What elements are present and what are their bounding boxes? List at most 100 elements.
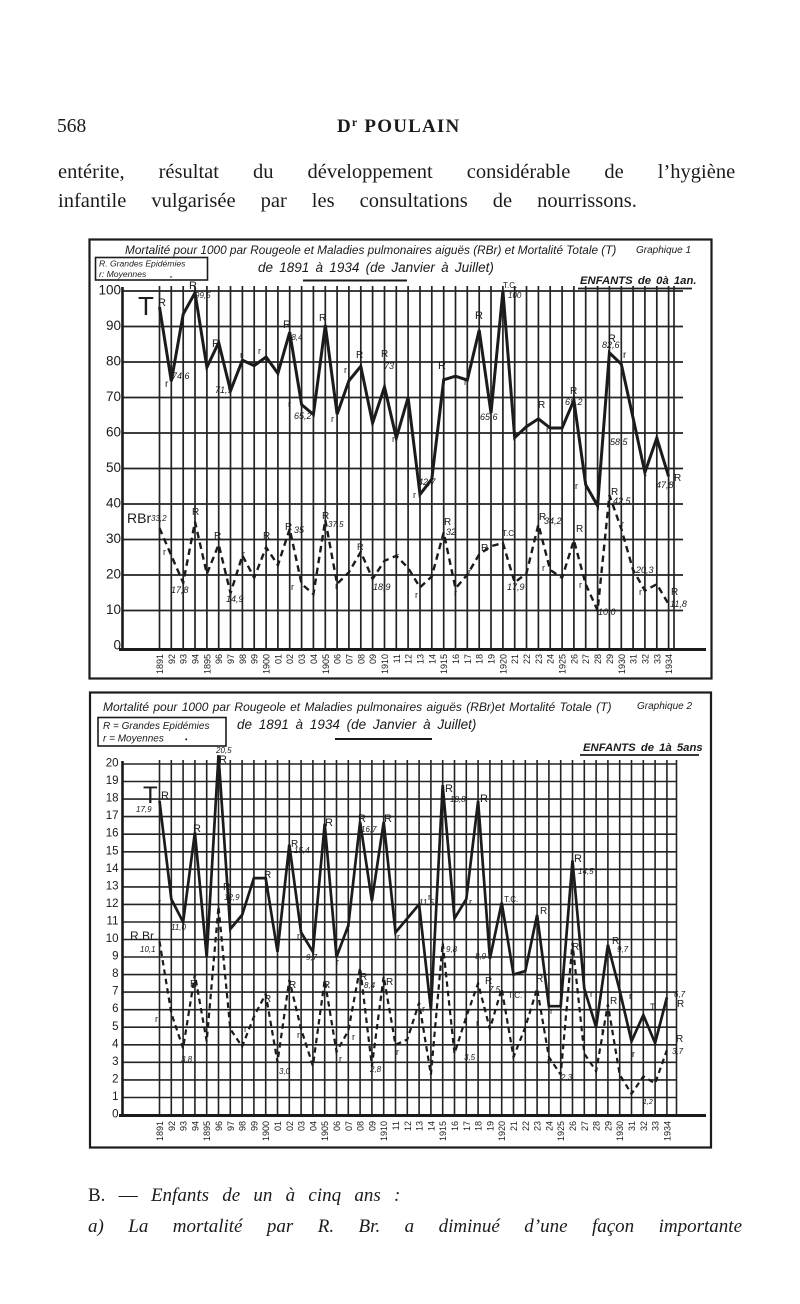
svg-text:1: 1 [112, 1091, 118, 1103]
svg-text:01: 01 [273, 654, 283, 664]
svg-text:17: 17 [463, 654, 473, 664]
svg-text:30: 30 [106, 531, 121, 546]
svg-text:R. Grandes Epidémies: R. Grandes Epidémies [99, 259, 186, 269]
svg-text:1934: 1934 [662, 1121, 672, 1141]
svg-text:r: r [396, 1047, 399, 1057]
svg-text:r: r [468, 567, 471, 577]
svg-text:R: R [481, 543, 488, 554]
svg-text:1900: 1900 [262, 654, 272, 674]
svg-text:4: 4 [112, 1038, 119, 1050]
svg-text:r: r [339, 1054, 342, 1064]
svg-text:29: 29 [605, 654, 615, 664]
svg-text:28: 28 [592, 1121, 602, 1131]
svg-text:Dr POULAIN: Dr POULAIN [337, 115, 460, 137]
svg-text:35: 35 [294, 525, 305, 535]
svg-text:T: T [143, 782, 158, 809]
svg-text:13: 13 [416, 654, 426, 664]
svg-text:74,6: 74,6 [172, 371, 190, 381]
svg-text:22: 22 [522, 654, 532, 664]
svg-text:0: 0 [112, 1109, 118, 1121]
svg-text:R: R [536, 974, 543, 985]
svg-text:r: r [601, 1026, 604, 1036]
svg-text:Graphique 2: Graphique 2 [637, 701, 692, 712]
svg-text:R: R [444, 517, 451, 528]
svg-text:11,5: 11,5 [419, 898, 435, 907]
svg-text:1920: 1920 [498, 654, 508, 674]
svg-text:1891: 1891 [155, 1121, 165, 1141]
svg-text:R: R [539, 512, 546, 523]
svg-text:03: 03 [297, 654, 307, 664]
svg-text:T.C.: T.C. [503, 281, 517, 290]
svg-text:R: R [576, 524, 583, 535]
svg-text:29: 29 [603, 1121, 613, 1131]
svg-text:R: R [360, 972, 367, 983]
svg-text:r: r [454, 588, 457, 598]
svg-text:r: r [242, 549, 245, 559]
svg-text:r: r [546, 425, 549, 435]
svg-text:23: 23 [533, 1121, 543, 1131]
svg-text:10: 10 [106, 602, 121, 617]
svg-text:„: „ [169, 269, 173, 279]
svg-text:9,7: 9,7 [306, 953, 318, 962]
svg-text:1915: 1915 [438, 1121, 448, 1141]
svg-text:31: 31 [629, 654, 639, 664]
svg-text:19: 19 [485, 1121, 495, 1131]
svg-text:06: 06 [332, 1121, 342, 1131]
svg-text:10: 10 [106, 933, 119, 945]
svg-text:R: R [285, 522, 292, 533]
svg-text:20,3: 20,3 [635, 565, 654, 575]
svg-text:r: r [547, 1056, 550, 1066]
svg-text:14: 14 [426, 1121, 436, 1131]
svg-text:70: 70 [106, 389, 121, 404]
svg-text:16: 16 [106, 828, 119, 840]
svg-text:58,5: 58,5 [610, 437, 629, 447]
svg-text:R: R [189, 280, 197, 292]
svg-text:r: r [331, 414, 334, 424]
svg-text:12,9: 12,9 [224, 893, 240, 902]
svg-text:7: 7 [112, 986, 118, 998]
svg-text:40: 40 [106, 496, 121, 511]
svg-text:r: r [590, 989, 593, 999]
svg-text:10,1: 10,1 [140, 945, 156, 954]
svg-text:r: r [397, 932, 400, 942]
svg-text:R: R [611, 487, 618, 498]
svg-text:47,8: 47,8 [656, 480, 674, 490]
svg-text:de 1891 à 1934 (de Janvier à J: de 1891 à 1934 (de Janvier à Juillet) [237, 717, 476, 732]
svg-text:9,7: 9,7 [617, 945, 629, 954]
svg-text:17,8: 17,8 [171, 585, 189, 595]
svg-text:17,9: 17,9 [507, 582, 525, 592]
svg-text:R: R [356, 350, 363, 361]
svg-text:1895: 1895 [202, 654, 212, 674]
svg-text:r: r [352, 1032, 355, 1042]
svg-text:92: 92 [167, 1121, 177, 1131]
svg-text:13: 13 [106, 880, 119, 892]
svg-text:R: R [386, 977, 393, 988]
svg-text:r: r [583, 1059, 586, 1069]
svg-text:1910: 1910 [379, 1121, 389, 1141]
svg-text:07: 07 [344, 1121, 354, 1131]
svg-text:20,5: 20,5 [215, 746, 232, 755]
svg-text:R: R [574, 853, 582, 865]
svg-text:13: 13 [415, 1121, 425, 1131]
svg-text:09: 09 [367, 1121, 377, 1131]
svg-text:R: R [158, 297, 166, 309]
svg-text:98: 98 [238, 1121, 248, 1131]
svg-text:18: 18 [106, 793, 119, 805]
svg-text:99: 99 [249, 1121, 259, 1131]
svg-text:08: 08 [356, 1121, 366, 1131]
svg-text:9,8: 9,8 [446, 945, 458, 954]
svg-text:27: 27 [580, 1121, 590, 1131]
svg-text:1891: 1891 [155, 654, 165, 674]
svg-text:22: 22 [521, 1121, 531, 1131]
svg-text:1920: 1920 [497, 1121, 507, 1141]
svg-text:1930: 1930 [617, 654, 627, 674]
svg-text:14: 14 [427, 654, 437, 664]
svg-text:19: 19 [487, 654, 497, 664]
svg-text:R: R [190, 979, 197, 990]
svg-text:T: T [138, 291, 154, 321]
svg-text:100: 100 [98, 283, 121, 298]
svg-text:73: 73 [384, 361, 394, 371]
svg-text:r: r [654, 1024, 657, 1034]
svg-text:r: r [344, 365, 347, 375]
svg-text:0: 0 [113, 638, 121, 653]
